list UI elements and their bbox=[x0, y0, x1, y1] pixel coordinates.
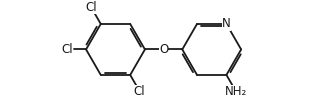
Text: Cl: Cl bbox=[61, 43, 73, 56]
Text: NH₂: NH₂ bbox=[225, 85, 247, 98]
Text: N: N bbox=[222, 17, 231, 30]
Text: Cl: Cl bbox=[134, 85, 145, 98]
Text: O: O bbox=[159, 43, 168, 56]
Text: Cl: Cl bbox=[85, 1, 97, 14]
